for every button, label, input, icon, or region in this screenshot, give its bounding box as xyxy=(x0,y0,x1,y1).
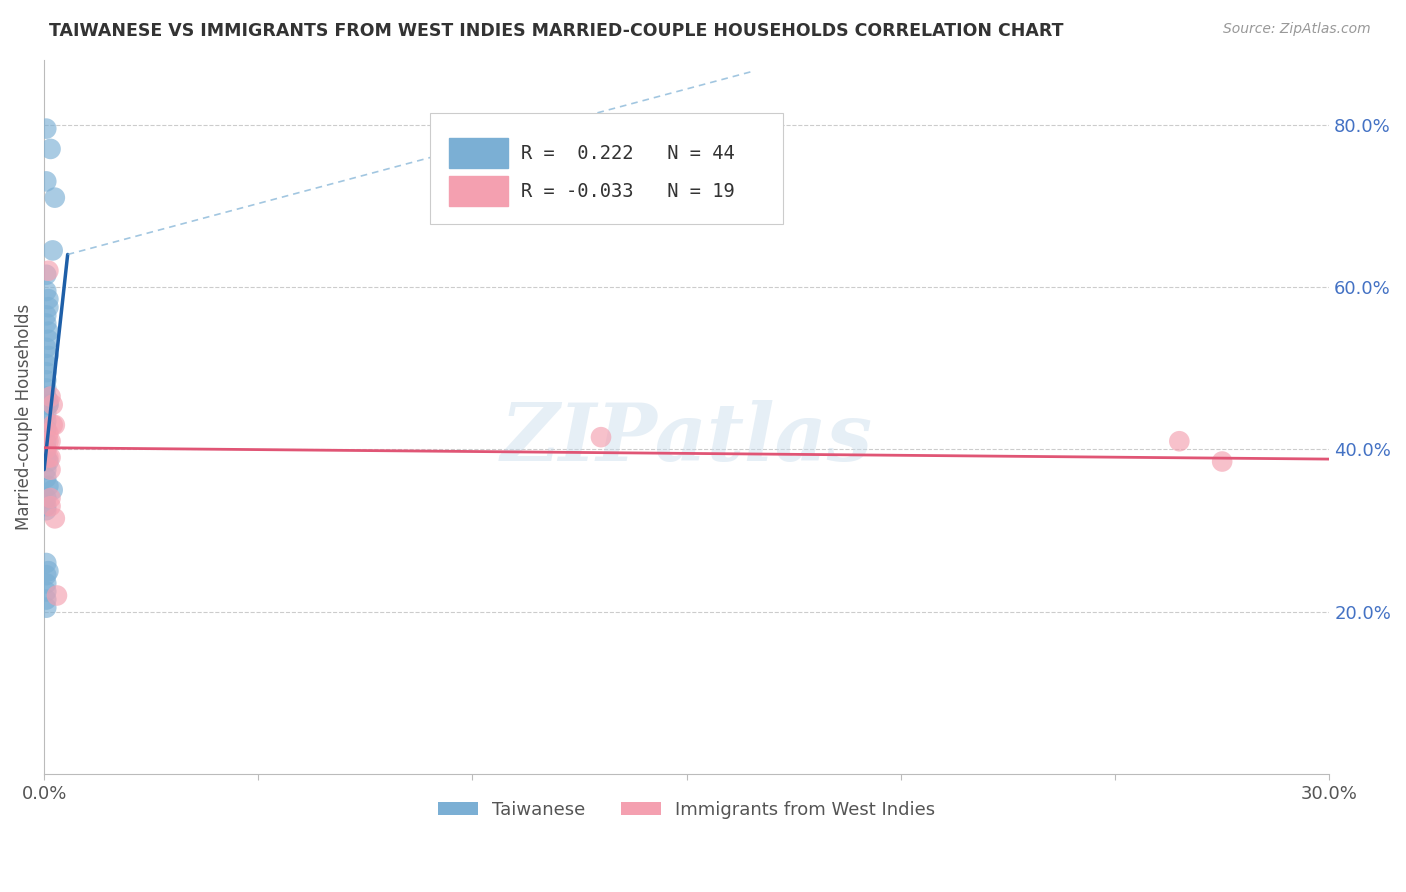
Point xyxy=(35,373,58,387)
Point xyxy=(37,454,59,468)
Point xyxy=(37,426,59,441)
Point xyxy=(37,398,59,412)
Point xyxy=(44,417,66,432)
Point xyxy=(44,191,66,205)
Point xyxy=(589,430,612,444)
Point xyxy=(37,300,59,314)
Point xyxy=(39,434,62,449)
Text: R =  0.222   N = 44: R = 0.222 N = 44 xyxy=(520,144,735,162)
Point xyxy=(37,434,59,449)
Text: R = -0.033   N = 19: R = -0.033 N = 19 xyxy=(520,182,735,201)
Point xyxy=(37,292,59,306)
Point xyxy=(35,414,58,428)
Point xyxy=(44,511,66,525)
Point xyxy=(35,268,58,282)
Point xyxy=(37,263,59,277)
Point xyxy=(41,483,63,497)
Legend: Taiwanese, Immigrants from West Indies: Taiwanese, Immigrants from West Indies xyxy=(430,793,943,826)
Point xyxy=(35,450,58,465)
Point xyxy=(35,499,58,513)
Point xyxy=(35,503,58,517)
Point xyxy=(41,244,63,258)
Point xyxy=(35,556,58,570)
FancyBboxPatch shape xyxy=(449,138,508,169)
Point xyxy=(35,442,58,457)
Point xyxy=(35,341,58,355)
Point xyxy=(35,576,58,591)
FancyBboxPatch shape xyxy=(430,113,783,224)
Text: TAIWANESE VS IMMIGRANTS FROM WEST INDIES MARRIED-COUPLE HOUSEHOLDS CORRELATION C: TAIWANESE VS IMMIGRANTS FROM WEST INDIES… xyxy=(49,22,1064,40)
Point xyxy=(35,174,58,188)
Point xyxy=(35,600,58,615)
Point xyxy=(37,325,59,339)
Point xyxy=(35,491,58,505)
Point xyxy=(37,349,59,363)
Point xyxy=(35,381,58,395)
Point xyxy=(35,365,58,379)
Point xyxy=(35,317,58,331)
Point xyxy=(41,417,63,432)
Point xyxy=(37,333,59,347)
Point xyxy=(39,390,62,404)
Point xyxy=(37,450,59,465)
Point xyxy=(35,284,58,298)
Point xyxy=(35,309,58,323)
Point xyxy=(37,564,59,578)
Point xyxy=(37,479,59,493)
Point xyxy=(46,589,69,603)
Point xyxy=(35,463,58,477)
Point xyxy=(41,398,63,412)
Point xyxy=(35,592,58,607)
Point xyxy=(35,357,58,371)
Point xyxy=(35,406,58,420)
Point xyxy=(39,491,62,505)
Point xyxy=(35,422,58,436)
Point xyxy=(1211,454,1233,468)
Point xyxy=(35,121,58,136)
Point xyxy=(1168,434,1191,449)
Point xyxy=(35,390,58,404)
Point xyxy=(35,471,58,485)
Text: Source: ZipAtlas.com: Source: ZipAtlas.com xyxy=(1223,22,1371,37)
Point xyxy=(39,499,62,513)
Text: ZIPatlas: ZIPatlas xyxy=(501,400,873,477)
Point xyxy=(39,142,62,156)
Point xyxy=(39,450,62,465)
Point xyxy=(35,568,58,582)
Point xyxy=(35,584,58,599)
Point xyxy=(35,442,58,457)
FancyBboxPatch shape xyxy=(449,176,508,206)
Point xyxy=(37,393,59,408)
Point xyxy=(37,398,59,412)
Point xyxy=(39,463,62,477)
Y-axis label: Married-couple Households: Married-couple Households xyxy=(15,304,32,530)
Point xyxy=(35,434,58,449)
